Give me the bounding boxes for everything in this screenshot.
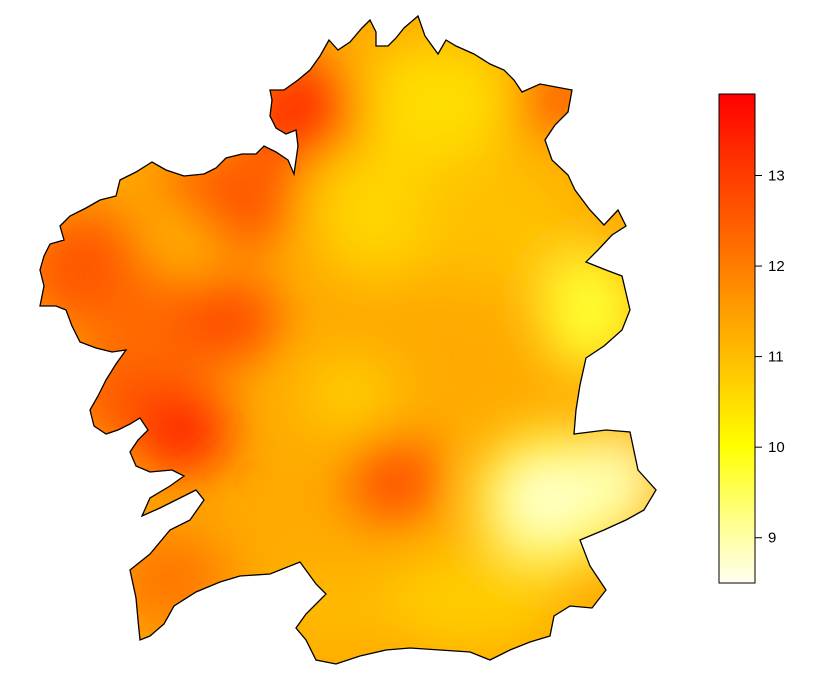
colorbar-tick-label: 10 — [768, 439, 785, 456]
colorbar-gradient — [718, 93, 756, 584]
colorbar-tick-label: 13 — [768, 168, 785, 185]
colorbar-tick-label: 12 — [768, 258, 785, 275]
colorbar-tick-label: 11 — [768, 349, 784, 366]
colorbar-ticks: 9 10 11 12 13 — [755, 168, 785, 547]
region-outline — [39, 14, 657, 665]
colorbar: 9 10 11 12 13 — [718, 93, 785, 584]
colorbar-tick-label: 9 — [768, 530, 776, 547]
